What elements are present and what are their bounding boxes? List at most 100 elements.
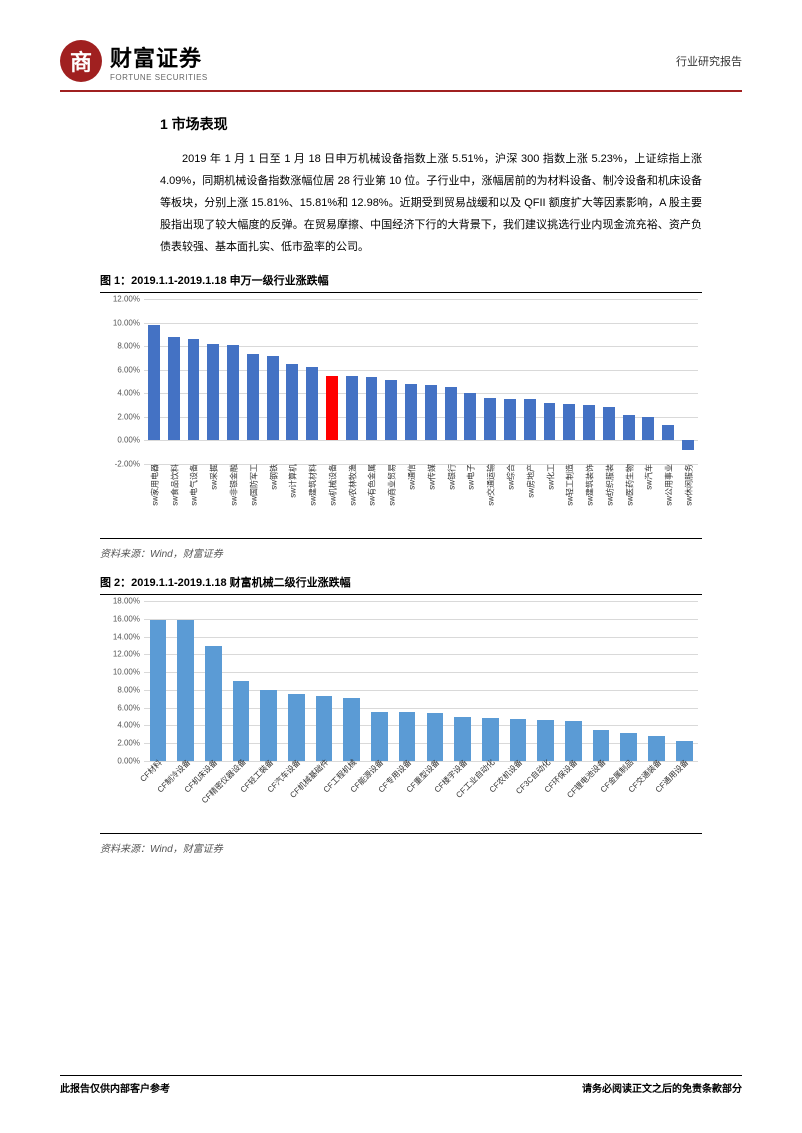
x-label: sw非银金融 — [227, 464, 240, 506]
figure-2-rule — [100, 594, 702, 595]
bar-slot: sw有色金属 — [362, 299, 382, 464]
header-rule — [60, 90, 742, 92]
bar — [623, 415, 635, 441]
bar — [563, 404, 575, 441]
section-paragraph: 2019 年 1 月 1 日至 1 月 18 日申万机械设备指数上涨 5.51%… — [160, 148, 702, 258]
bar-slot: CF金属制品 — [615, 601, 643, 761]
bar — [385, 380, 397, 440]
bar-slot: CF工业自动化 — [476, 601, 504, 761]
bar — [583, 405, 595, 440]
content: 1 市场表现 2019 年 1 月 1 日至 1 月 18 日申万机械设备指数上… — [60, 96, 742, 258]
y-tick: 12.00% — [113, 295, 144, 304]
footer-rule — [60, 1075, 742, 1076]
x-label: sw电气设备 — [187, 464, 200, 506]
y-tick: 10.00% — [113, 318, 144, 327]
bar-slot: CF重型设备 — [421, 601, 449, 761]
bar — [565, 721, 582, 761]
bar-slot: sw传媒 — [421, 299, 441, 464]
bar — [504, 399, 516, 440]
bar — [399, 712, 416, 761]
x-label: sw国防军工 — [246, 464, 259, 506]
bar-slot: CF交通装备 — [643, 601, 671, 761]
x-label: sw交通运输 — [484, 464, 497, 506]
bar-slot: CF锂电池设备 — [587, 601, 615, 761]
bar-slot: sw电气设备 — [184, 299, 204, 464]
logo-text: 财富证券 FORTUNE SECURITIES — [110, 41, 208, 82]
bar — [306, 367, 318, 440]
bar — [227, 345, 239, 440]
y-tick: 18.00% — [113, 597, 144, 606]
bar — [445, 387, 457, 440]
bar — [260, 690, 277, 761]
bar-slot: sw建筑装饰 — [579, 299, 599, 464]
y-tick: 8.00% — [117, 342, 144, 351]
logo-mark: 商 — [60, 40, 102, 82]
y-tick: 16.00% — [113, 614, 144, 623]
bar-slot: sw医药生物 — [619, 299, 639, 464]
logo-text-cn: 财富证券 — [110, 41, 208, 73]
bar — [366, 377, 378, 441]
y-tick: 8.00% — [117, 685, 144, 694]
bar — [524, 399, 536, 440]
bar — [642, 417, 654, 441]
bar — [326, 376, 338, 441]
x-label: sw机械设备 — [325, 464, 338, 506]
y-tick: 4.00% — [117, 389, 144, 398]
y-tick: 12.00% — [113, 650, 144, 659]
x-label: sw商业贸易 — [385, 464, 398, 506]
bar-slot: sw钢铁 — [263, 299, 283, 464]
x-label: sw家用电器 — [147, 464, 160, 506]
figure-1: 图 1：2019.1.1-2019.1.18 申万一级行业涨跌幅 -2.00%0… — [100, 272, 702, 560]
bar-slot: sw非银金融 — [223, 299, 243, 464]
figure-1-source: 资料来源：Wind，财富证券 — [100, 545, 702, 560]
bar-slot: CF机床设备 — [199, 601, 227, 761]
y-tick: 0.00% — [117, 436, 144, 445]
bar — [484, 398, 496, 440]
bar-slot: sw商业贸易 — [381, 299, 401, 464]
bar-slot: sw计算机 — [282, 299, 302, 464]
x-label: sw房地产 — [523, 464, 536, 498]
y-tick: -2.00% — [115, 460, 144, 469]
x-label: sw化工 — [543, 464, 556, 490]
bar — [286, 364, 298, 441]
x-label: sw建筑材料 — [306, 464, 319, 506]
y-tick: 2.00% — [117, 739, 144, 748]
x-label: sw休闲服务 — [681, 464, 694, 506]
x-label: sw食品饮料 — [167, 464, 180, 506]
x-label: sw银行 — [444, 464, 457, 490]
bar — [510, 719, 527, 761]
bar — [405, 384, 417, 441]
y-tick: 0.00% — [117, 757, 144, 766]
bar-slot: sw交通运输 — [480, 299, 500, 464]
bar — [454, 717, 471, 761]
bar — [148, 325, 160, 441]
bar-slot: sw电子 — [461, 299, 481, 464]
bar — [682, 440, 694, 449]
bar — [537, 720, 554, 761]
figure-2-source: 资料来源：Wind，财富证券 — [100, 840, 702, 855]
bar — [316, 696, 333, 761]
bar-slot: sw家用电器 — [144, 299, 164, 464]
bar — [168, 337, 180, 441]
bar-slot: CF环保设备 — [560, 601, 588, 761]
bar — [425, 385, 437, 440]
x-label: sw纺织服装 — [602, 464, 615, 506]
bar-slot: sw农林牧渔 — [342, 299, 362, 464]
bar-slot: sw休闲服务 — [678, 299, 698, 464]
bar-slot: CF工程机械 — [338, 601, 366, 761]
y-tick: 10.00% — [113, 668, 144, 677]
bar-slot: sw银行 — [441, 299, 461, 464]
figure-2-title: 图 2：2019.1.1-2019.1.18 财富机械二级行业涨跌幅 — [100, 574, 702, 590]
bar-slot: sw公用事业 — [658, 299, 678, 464]
x-label: sw汽车 — [642, 464, 655, 490]
bar — [177, 620, 194, 761]
bar — [288, 694, 305, 761]
x-label: sw公用事业 — [662, 464, 675, 506]
bar-slot: CF精密仪器设备 — [227, 601, 255, 761]
figure-1-rule-bottom — [100, 538, 702, 539]
bar — [247, 354, 259, 440]
bar-slot: sw通信 — [401, 299, 421, 464]
bar — [371, 712, 388, 761]
bar-slot: CF轻工裝备 — [255, 601, 283, 761]
figure-2-rule-bottom — [100, 833, 702, 834]
